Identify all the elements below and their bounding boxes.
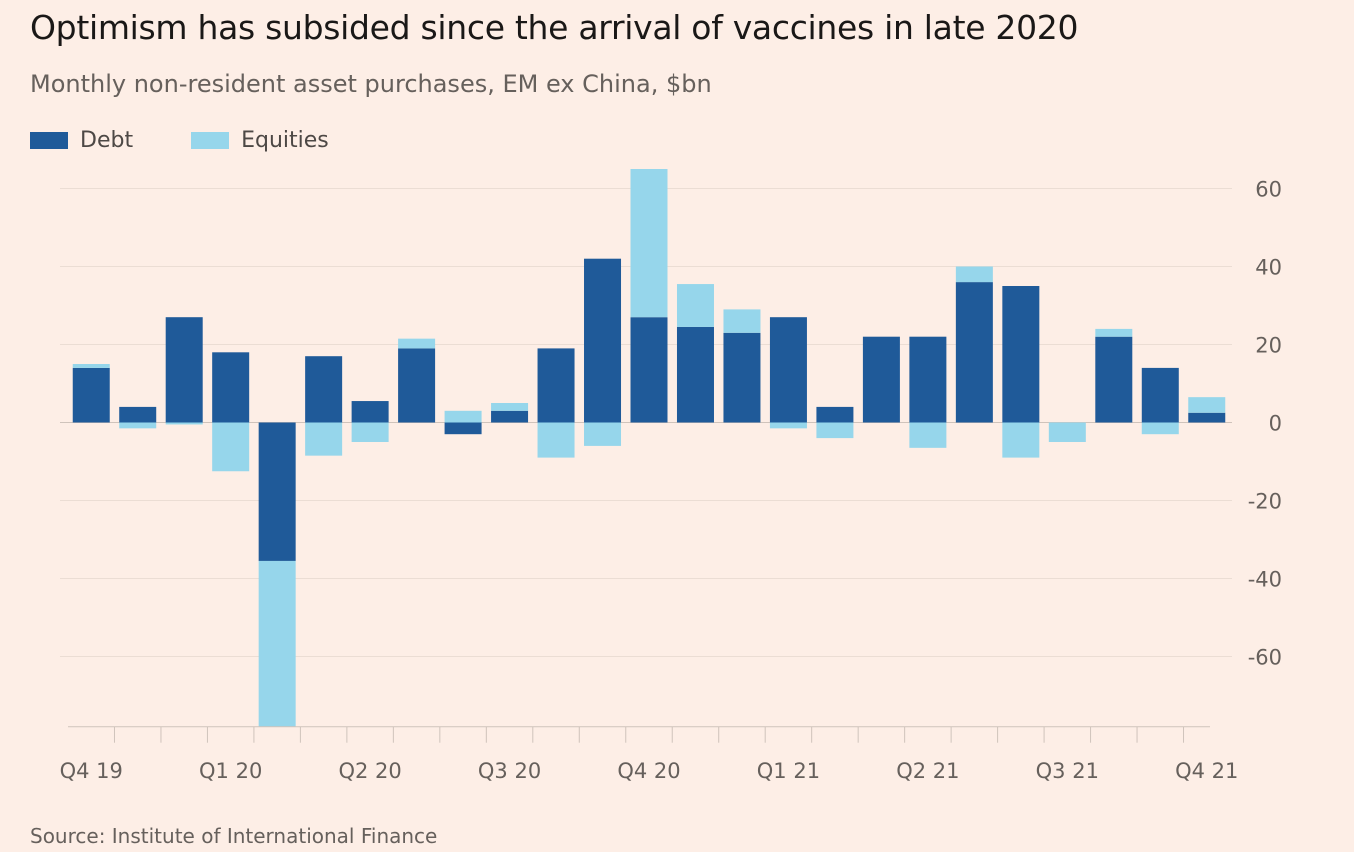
bar-equities (258, 560, 296, 727)
legend: Debt Equities (30, 128, 387, 153)
bar-equities (909, 422, 947, 448)
bar-equities (398, 338, 436, 349)
bar-debt (909, 336, 947, 423)
bar-debt (1002, 286, 1040, 423)
bar-debt (398, 348, 436, 423)
bar-debt (212, 352, 250, 423)
bar-debt (1095, 336, 1133, 423)
legend-item-debt: Debt (30, 128, 133, 153)
bar-equities (769, 422, 807, 429)
x-tick-label: Q4 20 (617, 759, 680, 783)
legend-label-equities: Equities (241, 128, 329, 153)
bar-debt (584, 258, 622, 423)
bar-debt (165, 317, 203, 423)
bar-debt (351, 401, 389, 423)
x-tick-label: Q1 21 (757, 759, 820, 783)
bar-equities (1141, 422, 1179, 435)
bar-equities (955, 266, 993, 283)
bar-equities (723, 309, 761, 333)
bar-debt (816, 406, 854, 423)
y-tick-label: -20 (1248, 490, 1282, 514)
x-tick-label: Q4 19 (60, 759, 123, 783)
bar-equities (676, 284, 714, 327)
bar-equities (212, 422, 250, 472)
bar-debt (258, 422, 296, 561)
y-tick-label: 0 (1269, 412, 1282, 436)
bar-equities (630, 169, 668, 318)
bar-equities (1002, 422, 1040, 458)
bar-debt (862, 336, 900, 423)
x-tick-label: Q3 21 (1036, 759, 1099, 783)
bar-debt (491, 410, 529, 423)
y-tick-label: -60 (1248, 646, 1282, 670)
bar-equities (72, 364, 110, 368)
bar-debt (676, 326, 714, 423)
x-tick-label: Q3 20 (478, 759, 541, 783)
bar-debt (444, 422, 482, 435)
chart-subtitle: Monthly non-resident asset purchases, EM… (30, 70, 712, 98)
legend-swatch-debt (30, 132, 68, 149)
bar-equities (351, 422, 389, 442)
bar-equities (305, 422, 343, 456)
x-tick-label: Q1 20 (199, 759, 262, 783)
bar-equities (491, 403, 529, 411)
bar-equities (1095, 328, 1133, 337)
bar-debt (723, 332, 761, 423)
bar-equities (165, 422, 203, 425)
legend-item-equities: Equities (191, 128, 329, 153)
bar-debt (537, 348, 575, 423)
x-tick-label: Q2 21 (896, 759, 959, 783)
x-tick-label: Q2 20 (338, 759, 401, 783)
source-note: Source: Institute of International Finan… (30, 824, 438, 848)
bar-equities (816, 422, 854, 439)
bar-equities (1048, 422, 1086, 442)
y-tick-label: -40 (1248, 568, 1282, 592)
bar-equities (119, 422, 157, 429)
y-tick-label: 40 (1255, 256, 1282, 280)
bar-debt (955, 282, 993, 423)
bar-debt (1141, 367, 1179, 423)
bar-equities (584, 422, 622, 446)
bar-debt (630, 317, 668, 423)
bar-debt (305, 356, 343, 423)
bar-debt (119, 406, 157, 423)
chart-title: Optimism has subsided since the arrival … (30, 8, 1079, 47)
legend-label-debt: Debt (80, 128, 134, 153)
legend-swatch-equities (191, 132, 230, 149)
bar-equities (444, 410, 482, 423)
x-tick-label: Q4 21 (1175, 759, 1238, 783)
bar-debt (72, 367, 110, 423)
bar-debt (769, 317, 807, 423)
bar-equities (1188, 397, 1226, 413)
y-tick-label: 60 (1255, 178, 1282, 202)
y-tick-label: 20 (1255, 334, 1282, 358)
bar-equities (537, 422, 575, 458)
bar-debt (1188, 412, 1226, 423)
